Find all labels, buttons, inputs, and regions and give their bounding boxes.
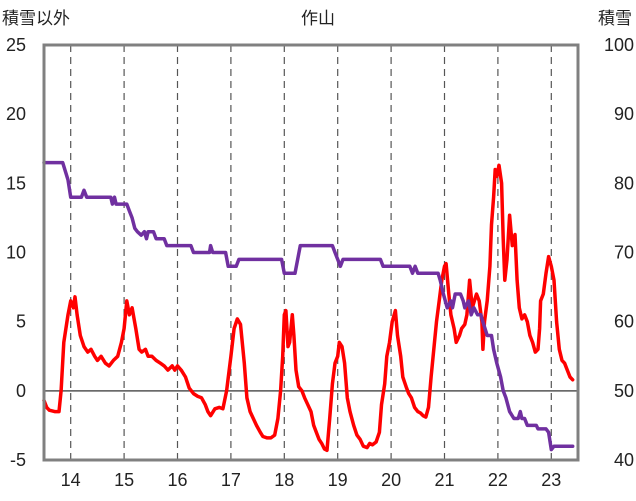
left-y-tick-label: 15: [6, 173, 26, 193]
x-tick-label: 21: [434, 470, 454, 490]
x-tick-label: 19: [328, 470, 348, 490]
chart-title: 作山: [301, 9, 335, 29]
series-line-1: [42, 163, 575, 453]
left-y-tick-label: -5: [10, 450, 26, 470]
x-tick-label: 22: [488, 470, 508, 490]
left-axis-ticks: -5 0 5 10 15 20 25: [6, 35, 26, 470]
x-tick-label: 14: [61, 470, 81, 490]
right-y-tick-label: 80: [614, 173, 634, 193]
x-tick-label: 18: [274, 470, 294, 490]
vertical-gridlines: [70, 45, 552, 460]
left-y-tick-label: 25: [6, 35, 26, 55]
plot-area-frame: [42, 43, 580, 462]
right-y-tick-label: 50: [614, 381, 634, 401]
right-y-tick-label: 40: [614, 450, 634, 470]
right-axis-ticks: 40 50 60 70 80 90 100: [604, 35, 634, 470]
x-axis-ticks: 14 15 16 17 18 19 20 21 22 23: [61, 470, 562, 490]
series-lines: [42, 160, 575, 453]
series-line-2: [42, 160, 575, 452]
left-axis-title: 積雪以外: [2, 9, 70, 29]
x-tick-label: 17: [221, 470, 241, 490]
left-y-tick-label: 10: [6, 243, 26, 263]
x-tick-label: 20: [381, 470, 401, 490]
right-y-tick-label: 70: [614, 243, 634, 263]
left-y-tick-label: 5: [16, 312, 26, 332]
left-y-tick-label: 0: [16, 381, 26, 401]
right-y-tick-label: 60: [614, 312, 634, 332]
x-tick-label: 23: [541, 470, 561, 490]
right-y-tick-label: 100: [604, 35, 634, 55]
x-tick-label: 16: [167, 470, 187, 490]
right-y-tick-label: 90: [614, 104, 634, 124]
left-y-tick-label: 20: [6, 104, 26, 124]
x-tick-label: 15: [114, 470, 134, 490]
right-axis-title: 積雪: [598, 9, 632, 29]
